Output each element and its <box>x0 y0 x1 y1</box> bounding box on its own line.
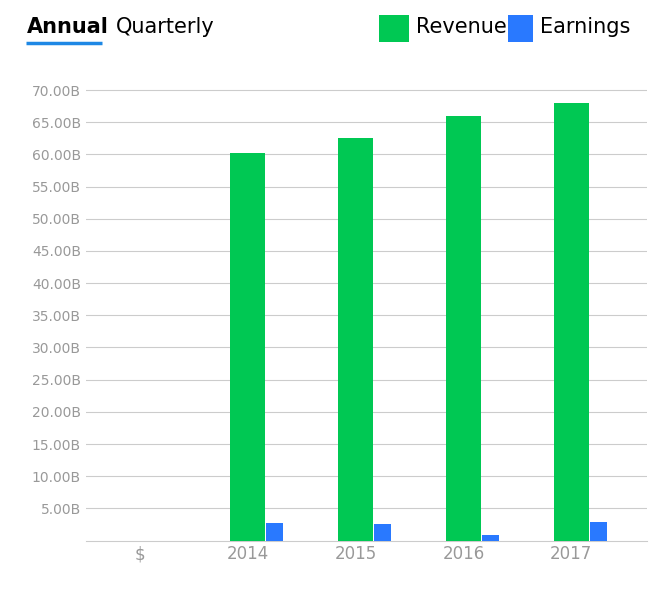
Bar <box>266 523 283 541</box>
Bar <box>482 535 499 541</box>
Text: Quarterly: Quarterly <box>115 17 214 37</box>
Bar <box>589 522 607 541</box>
Text: Earnings: Earnings <box>540 17 630 37</box>
Text: Annual: Annual <box>26 17 108 37</box>
Text: Revenue: Revenue <box>416 17 507 37</box>
Bar <box>374 524 391 541</box>
Bar <box>446 116 480 541</box>
Bar <box>338 138 373 541</box>
Bar <box>554 103 589 541</box>
Bar <box>230 153 265 541</box>
